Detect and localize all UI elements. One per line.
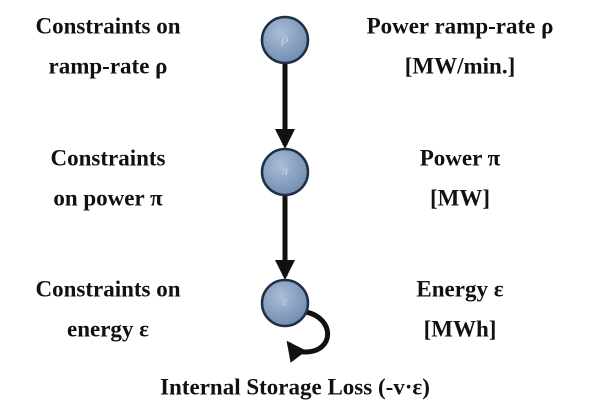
left-label: energy ε	[67, 316, 149, 341]
right-label: Power π	[420, 145, 501, 170]
right-label: Energy ε	[416, 276, 503, 301]
rows: ρ Constraints on ramp-rate ρ Power ramp-rat…	[35, 13, 553, 341]
left-label: Constraints on	[35, 276, 180, 301]
left-label: Constraints on	[35, 13, 180, 38]
node	[260, 147, 310, 197]
footer: Internal Storage Loss (-v·ε)	[160, 374, 430, 399]
node	[260, 15, 310, 65]
left-label: Constraints	[50, 145, 165, 170]
right-label: [MWh]	[424, 316, 497, 341]
right-label: [MW/min.]	[405, 53, 516, 78]
node-label: ρ	[280, 32, 288, 47]
node	[260, 278, 310, 328]
node-label: ε	[282, 295, 288, 310]
right-label: [MW]	[430, 185, 490, 210]
left-label: ramp-rate ρ	[49, 53, 168, 78]
left-label: on power π	[53, 185, 163, 210]
node-label: π	[281, 164, 289, 179]
self-loop	[286, 309, 331, 363]
right-label: Power ramp-rate ρ	[367, 13, 554, 38]
